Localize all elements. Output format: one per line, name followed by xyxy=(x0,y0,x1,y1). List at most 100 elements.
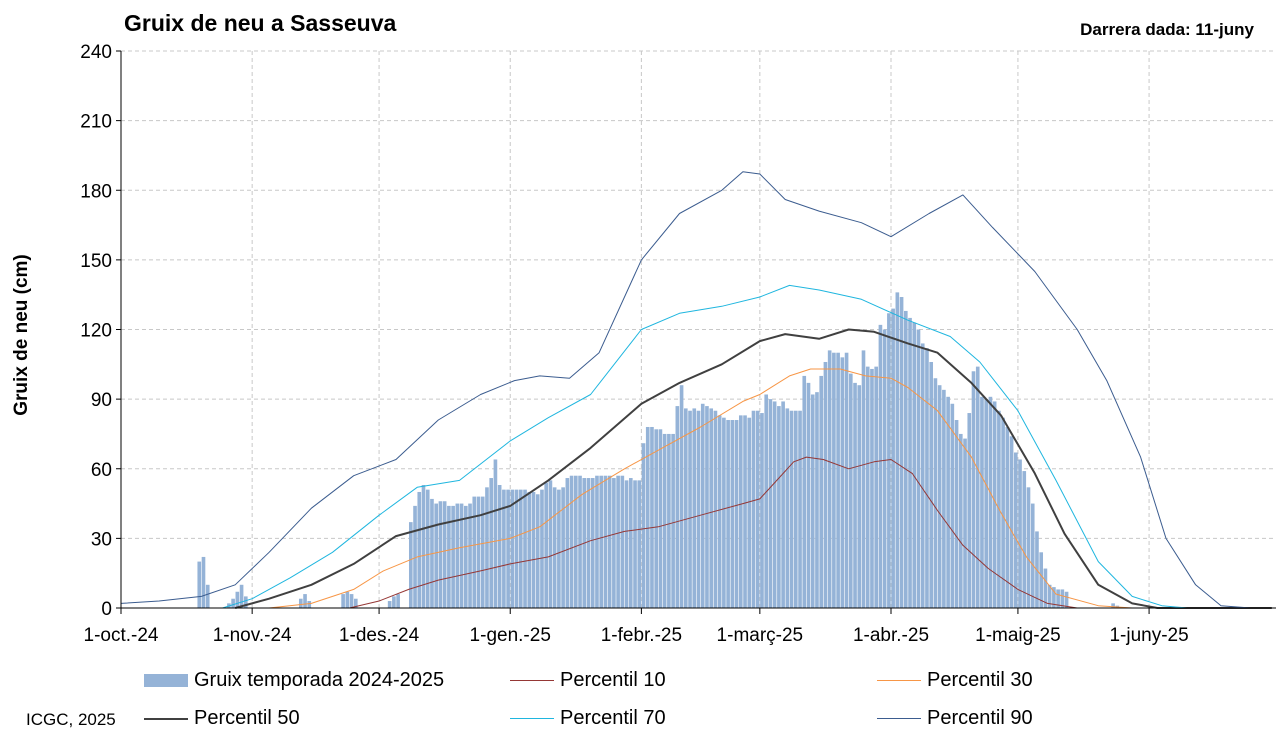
snow-depth-bar xyxy=(616,475,620,608)
percentile-lines xyxy=(120,171,1272,609)
snow-depth-bar xyxy=(827,350,832,608)
snow-depth-bar xyxy=(1111,603,1115,608)
legend-item-bars: Gruix temporada 2024-2025 xyxy=(144,669,444,692)
legend-label-p30: Percentil 30 xyxy=(927,669,1033,691)
snow-depth-bar xyxy=(506,489,510,608)
snow-depth-bar xyxy=(535,494,540,608)
snow-depth-bar xyxy=(937,385,942,608)
y-tick-label: 30 xyxy=(91,529,112,550)
snow-depth-bar xyxy=(840,357,845,608)
snow-depth-bar xyxy=(197,561,202,608)
snow-depth-bar xyxy=(1009,436,1014,608)
legend-swatch-p90 xyxy=(877,718,921,720)
snow-depth-bar xyxy=(523,489,527,608)
snow-depth-bar xyxy=(789,410,794,608)
y-tick-label: 90 xyxy=(91,390,112,411)
snow-depth-bar xyxy=(1039,552,1044,608)
snow-depth-bar xyxy=(544,482,549,608)
snow-depth-bar xyxy=(751,410,756,608)
axes: 0 30 60 90 120 150 180 210 240 1-oct.-24 1-nov.-24… xyxy=(80,42,1276,646)
snow-depth-bar xyxy=(480,496,485,608)
snow-depth-bar xyxy=(1064,591,1069,608)
legend-item-p10: Percentil 10 xyxy=(510,669,666,692)
snow-depth-bar xyxy=(654,429,659,608)
percentile-line-p70 xyxy=(222,284,1272,609)
snow-depth-bar xyxy=(755,410,760,608)
percentile-line-p30 xyxy=(269,368,1272,609)
snow-depth-bar xyxy=(303,594,307,608)
snow-depth-bar xyxy=(806,382,811,608)
snow-depth-bar xyxy=(205,584,210,608)
snow-depth-bar xyxy=(201,556,206,608)
snow-depth-bar xyxy=(878,324,883,608)
chart-title: Gruix de neu a Sasseuva xyxy=(124,10,397,36)
snow-depth-bar xyxy=(793,410,798,608)
snow-depth-bar xyxy=(590,478,595,608)
snow-depth-bar xyxy=(387,601,392,608)
snow-depth-bar xyxy=(552,487,557,608)
y-axis-label: Gruix de neu (cm) xyxy=(11,254,32,416)
snow-depth-bar xyxy=(624,480,629,608)
snow-depth-bar xyxy=(307,601,312,608)
snow-depth-bar xyxy=(696,410,701,608)
snow-depth-bar xyxy=(235,591,240,608)
snow-depth-bar xyxy=(633,480,637,608)
snow-depth-bar xyxy=(810,394,815,608)
snow-depth-bar xyxy=(992,401,997,608)
snow-depth-bar xyxy=(239,584,244,608)
snow-depth-bar xyxy=(569,475,574,608)
snow-depth-bar xyxy=(781,401,785,608)
snow-depth-bar xyxy=(832,352,836,608)
legend-swatch-p10 xyxy=(510,680,554,682)
snow-depth-bar xyxy=(980,396,984,608)
snow-depth-bar xyxy=(815,392,819,608)
snow-depth-bar xyxy=(895,292,900,608)
snow-depth-bar xyxy=(620,475,625,608)
percentile-line-p90 xyxy=(120,171,1272,609)
snow-depth-bar xyxy=(518,489,523,608)
snow-depth-bar xyxy=(595,475,599,608)
y-tick-label: 60 xyxy=(91,460,112,481)
x-tick-label: 1-nov.-24 xyxy=(213,625,292,646)
snow-depth-bar xyxy=(912,322,917,608)
snow-depth-bar xyxy=(1013,452,1018,608)
snow-depth-bar xyxy=(899,297,904,608)
percentile-line-p50 xyxy=(234,328,1272,609)
snow-depth-bar xyxy=(1001,417,1005,608)
snow-depth-bar xyxy=(717,415,722,608)
snow-depth-bar xyxy=(459,503,464,608)
snow-depth-bar xyxy=(891,308,895,608)
snow-depth-bar xyxy=(798,410,802,608)
percentile-line-p10 xyxy=(349,456,1272,609)
snow-depth-bar xyxy=(887,313,891,608)
snow-depth-bar xyxy=(722,417,726,608)
snow-depth-bar xyxy=(785,408,790,608)
snow-depth-bar xyxy=(451,505,455,608)
snow-depth-bar xyxy=(857,385,862,608)
snow-depth-bar xyxy=(565,478,570,608)
snow-depth-bar xyxy=(865,366,870,608)
snow-depth-bar xyxy=(925,348,929,608)
snow-depth-bar xyxy=(823,361,828,608)
y-tick-label: 240 xyxy=(80,42,112,63)
snow-depth-bar xyxy=(341,594,345,608)
snow-depth-bar xyxy=(777,406,781,608)
snow-depth-bar xyxy=(497,485,502,608)
y-tick-label: 180 xyxy=(80,181,112,202)
snow-depth-bar xyxy=(1022,471,1027,608)
snow-depth-bar xyxy=(671,433,675,608)
legend-swatch-p50 xyxy=(144,717,188,720)
snow-depth-bar xyxy=(658,429,663,608)
snow-depth-bar xyxy=(612,478,616,608)
snow-depth-bar xyxy=(349,594,354,608)
snow-depth-bar xyxy=(916,329,921,608)
snow-depth-bar xyxy=(417,491,422,608)
snow-depth-bar xyxy=(548,480,553,608)
legend-swatch-p70 xyxy=(510,718,554,720)
snow-depth-bar xyxy=(667,433,671,608)
snow-depth-bar xyxy=(709,408,714,608)
snow-depth-bar xyxy=(988,396,993,608)
snow-depth-bar xyxy=(747,417,752,608)
snow-depth-bar xyxy=(861,350,866,608)
